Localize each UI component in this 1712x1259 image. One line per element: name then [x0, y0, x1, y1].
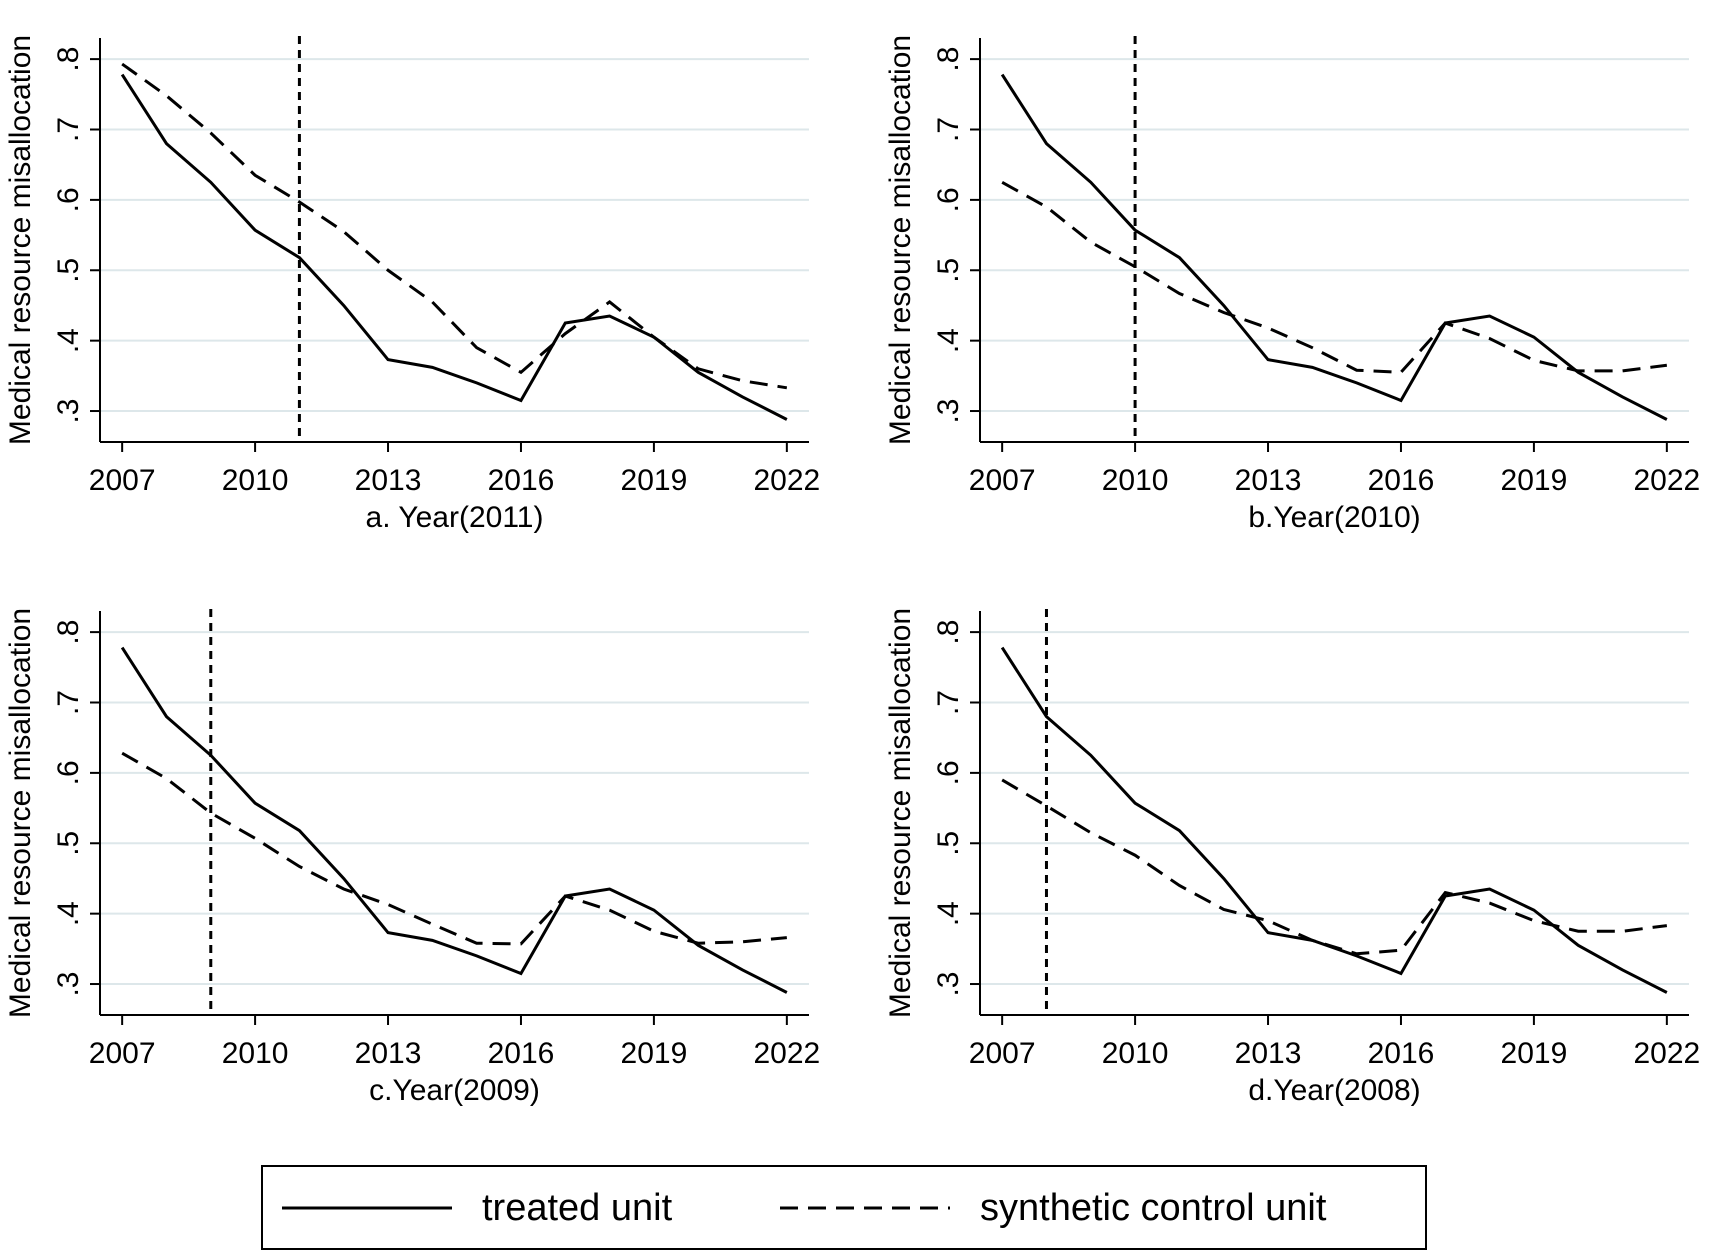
y-tick-label: .5	[52, 258, 85, 283]
x-tick-label: 2019	[1501, 1037, 1568, 1070]
x-tick-label: 2013	[355, 464, 422, 497]
x-tick-label: 2010	[1102, 1037, 1169, 1070]
y-tick-label: .6	[52, 187, 85, 212]
y-tick-label: .7	[932, 690, 965, 715]
x-tick-label: 2007	[89, 464, 156, 497]
x-tick-label: 2013	[1235, 1037, 1302, 1070]
y-tick-label: .4	[52, 328, 85, 353]
x-axis-label: b.Year(2010)	[1248, 501, 1420, 534]
x-axis-label: a. Year(2011)	[366, 501, 544, 534]
y-axis-label: Medical resource misallocation	[884, 608, 917, 1018]
y-tick-label: .6	[932, 187, 965, 212]
y-tick-label: .4	[52, 901, 85, 926]
x-tick-label: 2013	[1235, 464, 1302, 497]
x-tick-label: 2016	[488, 464, 555, 497]
y-tick-label: .6	[52, 760, 85, 785]
y-tick-label: .8	[932, 620, 965, 645]
y-tick-label: .7	[932, 117, 965, 142]
series-line	[1001, 180, 1668, 374]
x-axis-label: c.Year(2009)	[369, 1074, 540, 1107]
y-tick-label: .7	[52, 117, 85, 142]
y-tick-label: .5	[932, 258, 965, 283]
y-axis-label: Medical resource misallocation	[4, 35, 37, 445]
y-tick-label: .3	[52, 972, 85, 997]
y-tick-label: .7	[52, 690, 85, 715]
x-tick-label: 2022	[1633, 1037, 1700, 1070]
x-tick-label: 2013	[355, 1037, 422, 1070]
series-line	[121, 751, 787, 946]
y-tick-label: .3	[932, 972, 965, 997]
x-tick-label: 2016	[488, 1037, 555, 1070]
x-tick-label: 2016	[1368, 464, 1435, 497]
y-axis-label: Medical resource misallocation	[4, 608, 37, 1018]
y-tick-label: .5	[52, 831, 85, 856]
y-tick-label: .3	[52, 399, 85, 424]
y-tick-label: .4	[932, 901, 965, 926]
series-line	[121, 62, 788, 390]
y-tick-label: .8	[52, 47, 85, 72]
x-tick-label: 2010	[222, 464, 289, 497]
y-tick-label: .8	[52, 620, 85, 645]
x-tick-label: 2007	[89, 1037, 156, 1070]
x-tick-label: 2010	[1102, 464, 1169, 497]
x-tick-label: 2019	[1501, 464, 1568, 497]
legend-label: treated unit	[482, 1187, 673, 1229]
x-tick-label: 2022	[1633, 464, 1700, 497]
y-tick-label: .4	[932, 328, 965, 353]
x-tick-label: 2022	[753, 1037, 820, 1070]
y-tick-label: .5	[932, 831, 965, 856]
legend-box	[261, 1165, 1427, 1250]
x-axis-label: d.Year(2008)	[1248, 1074, 1420, 1107]
y-tick-label: .6	[932, 760, 965, 785]
x-tick-label: 2019	[621, 1037, 688, 1070]
series-line	[1001, 778, 1668, 956]
y-tick-label: .8	[932, 47, 965, 72]
series-line	[120, 646, 788, 994]
x-tick-label: 2007	[969, 1037, 1036, 1070]
x-tick-label: 2019	[621, 464, 688, 497]
x-tick-label: 2022	[753, 464, 820, 497]
x-tick-label: 2016	[1368, 1037, 1435, 1070]
series-line	[1000, 73, 1668, 421]
y-tick-label: .3	[932, 399, 965, 424]
y-axis-label: Medical resource misallocation	[884, 35, 917, 445]
x-tick-label: 2007	[969, 464, 1036, 497]
x-tick-label: 2010	[222, 1037, 289, 1070]
legend-label: synthetic control unit	[980, 1187, 1327, 1229]
